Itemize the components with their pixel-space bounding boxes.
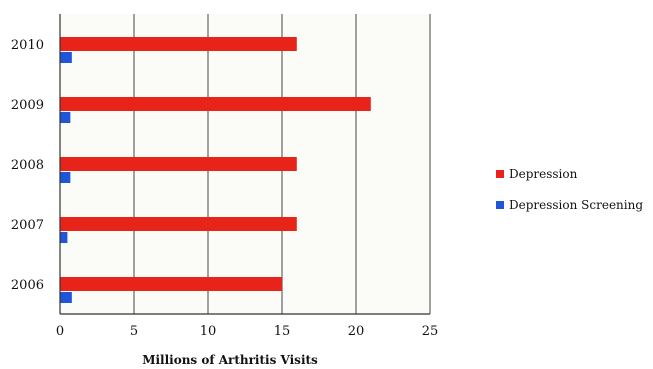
bars [60,37,371,303]
bar-depression-screening [60,292,72,303]
bar-depression-screening [60,232,68,243]
y-tick-label: 2006 [11,278,44,293]
y-tick-label: 2007 [11,218,44,233]
x-tick-labels: 0 5 10 15 20 25 [56,324,438,339]
bar-depression-screening [60,172,71,183]
bar-depression [60,217,297,231]
legend-label: Depression [509,167,578,181]
legend-label: Depression Screening [509,198,643,212]
legend-swatch [496,201,504,209]
bar-depression [60,97,371,111]
bar-depression-screening [60,112,71,123]
x-tick-label: 5 [130,324,138,339]
x-axis-label: Millions of Arthritis Visits [142,353,318,367]
y-tick-label: 2009 [11,98,44,113]
y-tick-label: 2010 [11,38,44,53]
x-tick-label: 20 [348,324,365,339]
y-tick-labels: 2006 2007 2008 2009 2010 [11,38,44,293]
bar-depression-screening [60,52,72,63]
y-tick-label: 2008 [11,158,44,173]
legend: Depression Depression Screening [496,167,643,212]
x-tick-label: 0 [56,324,64,339]
legend-swatch [496,170,504,178]
bar-depression [60,157,297,171]
x-tick-label: 10 [200,324,217,339]
bar-depression [60,37,297,51]
bar-depression [60,277,282,291]
x-tick-label: 15 [274,324,291,339]
x-tick-label: 25 [422,324,439,339]
